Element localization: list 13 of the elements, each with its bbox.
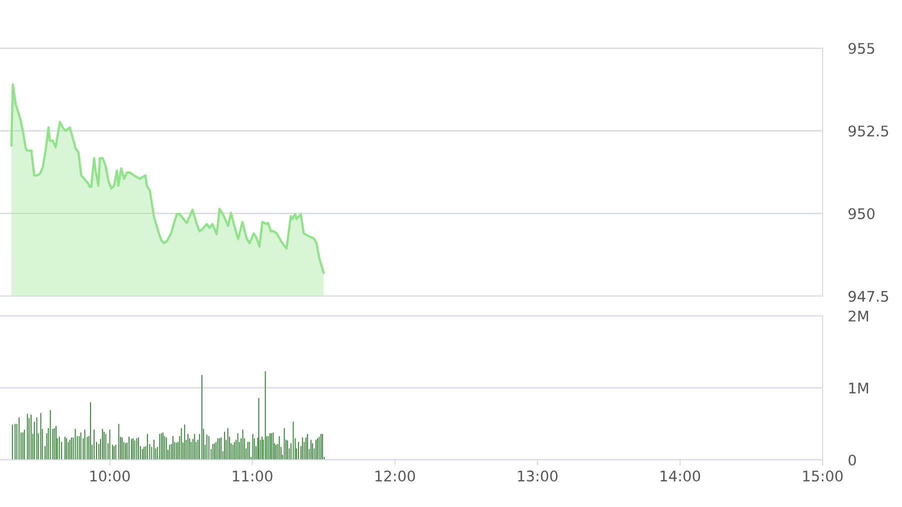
- x-tick-label: 13:00: [518, 470, 558, 482]
- y-tick-label: 0: [848, 454, 856, 466]
- y-tick-label: 955: [848, 42, 874, 54]
- y-tick-label: 952.5: [848, 126, 888, 137]
- y-tick-label: 2M: [848, 310, 868, 322]
- y-tick-label: 1M: [849, 382, 868, 394]
- y-tick-label: 947.5: [848, 290, 888, 302]
- y-tick-label: 950: [848, 208, 874, 220]
- x-tick-label: 10:00: [90, 470, 130, 482]
- x-tick-label: 14:00: [660, 470, 700, 482]
- x-tick-label: 12:00: [376, 470, 415, 482]
- x-tick-label: 15:00: [803, 470, 843, 482]
- x-tick-label: 11:00: [232, 470, 272, 482]
